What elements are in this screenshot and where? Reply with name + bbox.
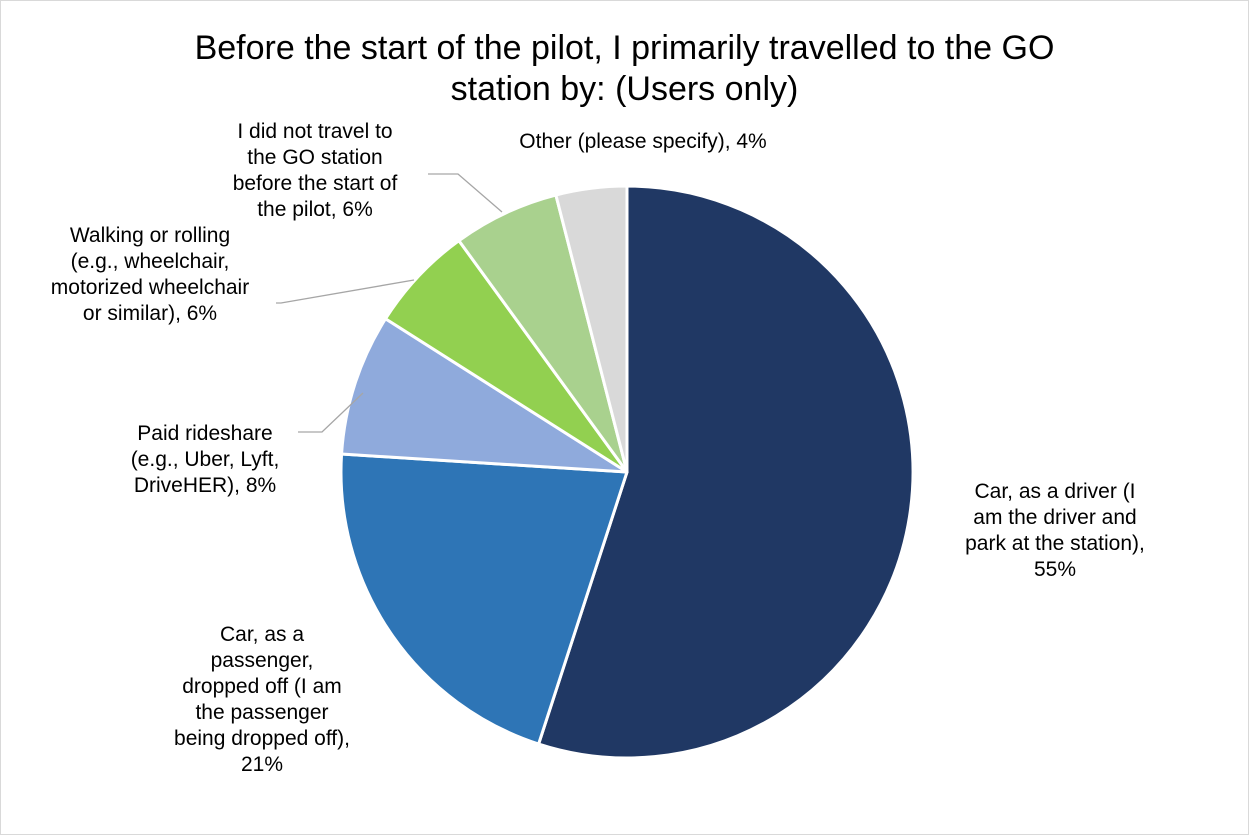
pie-slice-3 [340, 317, 629, 474]
data-label-3-line-3: DriveHER), 8% [134, 474, 276, 497]
pie-slice-1 [537, 184, 915, 760]
chart-title: Before the start of the pilot, I primari… [100, 28, 1149, 110]
pie-slice-6 [554, 184, 629, 474]
data-label-3-line-2: (e.g., Uber, Lyft, [131, 448, 280, 471]
data-label-4: Walking or rolling (e.g., wheelchair, moto… [51, 224, 249, 325]
data-label-2-line-5: being dropped off), [174, 727, 350, 750]
data-label-3: Paid rideshare (e.g., Uber, Lyft, DriveHER… [131, 422, 280, 497]
data-label-5-line-1: I did not travel to [237, 120, 392, 143]
chart-title-line-1: Before the start of the pilot, I primari… [194, 29, 1055, 67]
data-label-1-line-2: am the driver and [973, 506, 1136, 529]
data-label-3-line-1: Paid rideshare [137, 422, 272, 445]
data-label-4-line-4: or similar), 6% [83, 302, 217, 325]
data-label-5-line-2: the GO station [247, 146, 382, 169]
leader-line-5 [428, 173, 503, 213]
data-label-2: Car, as a passenger, dropped off (I am the … [174, 623, 350, 776]
data-label-2-line-2: passenger, [211, 649, 314, 672]
data-label-5-line-3: before the start of [233, 172, 398, 195]
leader-lines [276, 173, 503, 433]
data-label-5: I did not travel to the GO station before … [233, 120, 398, 221]
data-label-2-line-1: Car, as a [220, 623, 304, 646]
data-label-4-line-2: (e.g., wheelchair, [71, 250, 230, 273]
pie-slices [339, 184, 915, 760]
chart-title-line-2: station by: (Users only) [450, 70, 799, 108]
data-labels: Car, as a driver (I am the driver and park… [51, 120, 1145, 776]
data-label-6: Other (please specify), 4% [519, 130, 766, 153]
data-label-4-line-3: motorized wheelchair [51, 276, 249, 299]
leader-line-4 [276, 279, 415, 304]
data-label-1: Car, as a driver (I am the driver and park… [965, 480, 1145, 581]
data-label-1-line-3: park at the station), [965, 532, 1145, 555]
leader-line-3 [298, 392, 364, 433]
data-label-5-line-4: the pilot, 6% [257, 198, 373, 221]
data-label-2-line-6: 21% [241, 753, 283, 776]
data-label-4-line-1: Walking or rolling [70, 224, 230, 247]
pie-slice-2 [339, 452, 629, 746]
data-label-1-line-4: 55% [1034, 558, 1076, 581]
data-label-2-line-4: the passenger [195, 701, 328, 724]
data-label-6-line-1: Other (please specify), 4% [519, 130, 766, 153]
data-label-1-line-1: Car, as a driver (I [974, 480, 1135, 503]
data-label-2-line-3: dropped off (I am [182, 675, 342, 698]
